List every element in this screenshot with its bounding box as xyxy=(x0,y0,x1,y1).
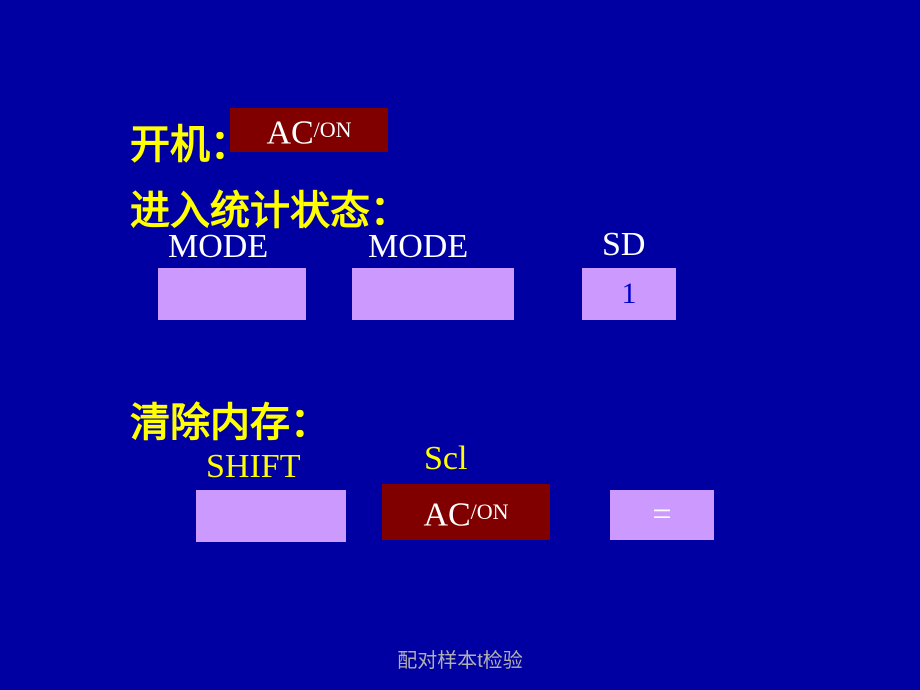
ac-on-sup-2: /ON xyxy=(471,499,509,524)
footer-text: 配对样本t检验 xyxy=(0,644,920,673)
clear-mem-label: 清除内存： xyxy=(130,390,330,448)
ac-text-1: AC xyxy=(266,114,313,151)
sd-key: 1 xyxy=(582,268,676,320)
equals-key: = xyxy=(610,490,714,540)
ac-text-2: AC xyxy=(423,496,470,533)
mode-key-2 xyxy=(352,268,514,320)
ac-on-key-1: AC/ON xyxy=(230,108,388,152)
ac-on-key-2: AC/ON xyxy=(382,484,550,540)
mode-label-1: MODE xyxy=(168,228,268,266)
shift-key xyxy=(196,490,346,542)
ac-on-sup-1: /ON xyxy=(314,117,352,142)
mode-label-2: MODE xyxy=(368,228,468,266)
scl-label: Scl xyxy=(424,440,467,478)
shift-label: SHIFT xyxy=(206,448,300,486)
mode-key-1 xyxy=(158,268,306,320)
sd-label: SD xyxy=(602,226,645,264)
slide: 开机： AC/ON 进入统计状态： MODE MODE SD 1 清除内存： S… xyxy=(0,0,920,690)
